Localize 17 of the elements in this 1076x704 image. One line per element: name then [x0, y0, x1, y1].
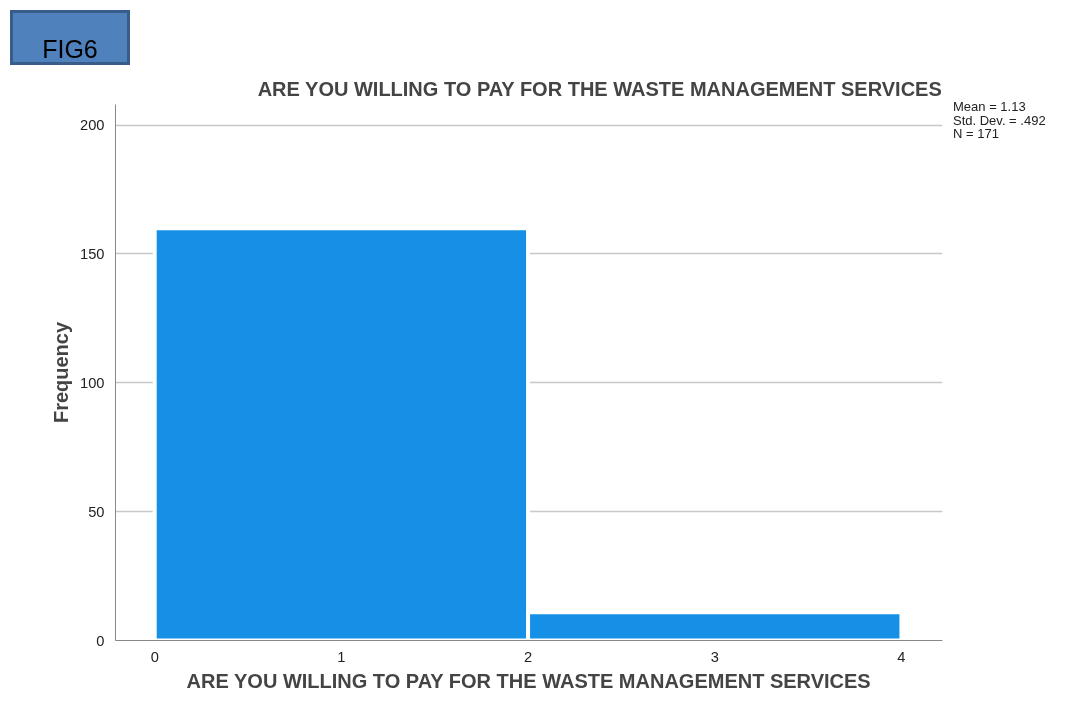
y-tick-label: 50	[88, 503, 105, 520]
text: Std. Dev. = .492	[953, 112, 1046, 128]
x-tick-label: 0	[150, 648, 159, 665]
x-tick-label: 3	[710, 648, 719, 665]
x-tick-label: 2	[523, 648, 533, 665]
text: Mean = 1.13	[953, 99, 1026, 114]
caption: FIG6	[42, 35, 98, 63]
x-tick-label: 4	[897, 648, 906, 665]
y-axis-title: Frequency	[50, 321, 73, 424]
y-tick-label: 0	[96, 632, 105, 649]
x-axis-title: ARE YOU WILLING TO PAY FOR THE WASTE MANAGEMENT SERVICES	[186, 669, 871, 692]
y-tick-label: 150	[80, 245, 105, 262]
x-tick-label: 1	[337, 648, 346, 665]
text: N = 171	[953, 126, 999, 142]
y-tick-label: 100	[80, 374, 105, 391]
y-tick-label: 200	[80, 117, 105, 134]
chart-title: ARE YOU WILLING TO PAY FOR THE WASTE MANAGEMENT SERVICES	[257, 77, 942, 100]
